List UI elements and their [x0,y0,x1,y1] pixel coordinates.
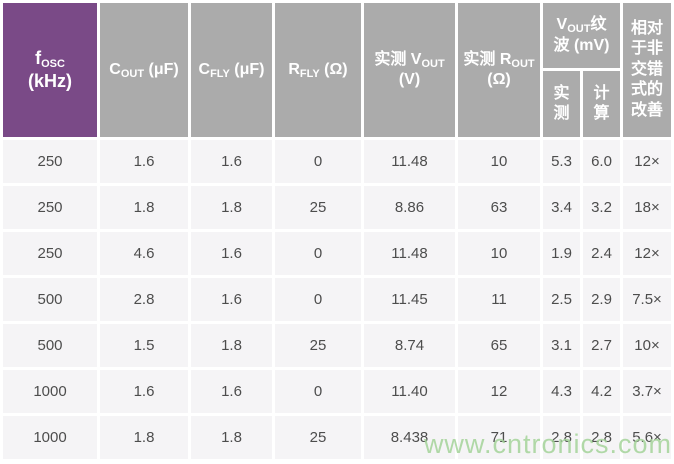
header-ripple-group: VOUT纹 波 (mV) [543,3,621,68]
table-cell: 7.5× [623,278,672,321]
table-cell: 11.40 [364,370,455,413]
table-cell: 3.7× [623,370,672,413]
table-cell: 25 [275,324,361,367]
table-row: 500 1.5 1.8 25 8.74 65 3.1 2.7 10× [3,324,672,367]
table-cell: 3.4 [543,186,580,229]
table-cell: 63 [458,186,540,229]
table-body: 250 1.6 1.6 0 11.48 10 5.3 6.0 12× 250 1.8 1.8 25 8.8… [3,140,672,459]
table-header: fOSC (kHz) COUT (μF) CFLY (μF) RFLY (Ω) … [3,3,672,137]
table-cell: 12× [623,232,672,275]
table-cell: 1000 [3,416,97,459]
table-cell: 0 [275,232,361,275]
table-cell: 12 [458,370,540,413]
table-cell: 1.6 [191,370,272,413]
table-cell: 1.9 [543,232,580,275]
header-rout-measured: 实测 ROUT (Ω) [458,3,540,137]
table-cell: 5.3 [543,140,580,183]
table-cell: 11.48 [364,232,455,275]
header-ripple-calculated: 计 算 [583,71,621,137]
header-fosc: fOSC (kHz) [3,3,97,137]
table-cell: 8.86 [364,186,455,229]
table-cell: 25 [275,186,361,229]
table-cell: 6.0 [583,140,621,183]
table-row: 500 2.8 1.6 0 11.45 11 2.5 2.9 7.5× [3,278,672,321]
table-cell: 0 [275,278,361,321]
table-cell: 0 [275,370,361,413]
table-cell: 18× [623,186,672,229]
table-cell: 1.5 [100,324,188,367]
table-cell: 1.6 [191,140,272,183]
header-row-sub: 实 测 计 算 [3,71,671,137]
table-cell: 2.8 [583,416,621,459]
table-cell: 1.8 [100,186,188,229]
table-cell: 1.6 [191,278,272,321]
table-cell: 1.6 [191,232,272,275]
table-cell: 1.6 [100,370,188,413]
table-row: 250 1.8 1.8 25 8.86 63 3.4 3.2 18× [3,186,672,229]
header-row-main: fOSC (kHz) COUT (μF) CFLY (μF) RFLY (Ω) … [3,3,672,137]
table-cell: 2.5 [543,278,580,321]
header-ripple-measured: 实 测 [543,71,580,137]
table-cell: 1.6 [100,140,188,183]
table-row: 1000 1.8 1.8 25 8.438 71 2.8 2.8 5.6× [3,416,672,459]
table-cell: 10 [458,140,540,183]
table-cell: 2.9 [583,278,621,321]
table-cell: 11.45 [364,278,455,321]
table-cell: 65 [458,324,540,367]
table-cell: 2.8 [100,278,188,321]
table-cell: 2.7 [583,324,621,367]
table-cell: 250 [3,232,97,275]
table-cell: 4.3 [543,370,580,413]
table-cell: 1.8 [191,186,272,229]
header-cfly: CFLY (μF) [191,3,272,137]
table-row: 1000 1.6 1.6 0 11.40 12 4.3 4.2 3.7× [3,370,672,413]
table-cell: 8.438 [364,416,455,459]
table-cell: 1.8 [100,416,188,459]
table-cell: 250 [3,140,97,183]
table-cell: 3.2 [583,186,621,229]
table-cell: 4.6 [100,232,188,275]
table-cell: 8.74 [364,324,455,367]
header-cout: COUT (μF) [100,3,188,137]
table-cell: 11.48 [364,140,455,183]
table-cell: 10 [458,232,540,275]
table-cell: 500 [3,278,97,321]
table-cell: 12× [623,140,672,183]
table-cell: 3.1 [543,324,580,367]
table-cell: 11 [458,278,540,321]
table-cell: 10× [623,324,672,367]
header-rfly: RFLY (Ω) [275,3,361,137]
table-row: 250 4.6 1.6 0 11.48 10 1.9 2.4 12× [3,232,672,275]
header-vout-measured: 实测 VOUT (V) [364,3,455,137]
table-cell: 1.8 [191,416,272,459]
header-improvement: 相对 于非 交错 式的 改善 [623,3,672,137]
table-row: 250 1.6 1.6 0 11.48 10 5.3 6.0 12× [3,140,672,183]
table-cell: 1000 [3,370,97,413]
table-cell: 2.4 [583,232,621,275]
table-cell: 500 [3,324,97,367]
table-cell: 0 [275,140,361,183]
table-cell: 250 [3,186,97,229]
table-cell: 1.8 [191,324,272,367]
table-cell: 2.8 [543,416,580,459]
table-cell: 25 [275,416,361,459]
table-cell: 4.2 [583,370,621,413]
table-cell: 5.6× [623,416,672,459]
table-cell: 71 [458,416,540,459]
